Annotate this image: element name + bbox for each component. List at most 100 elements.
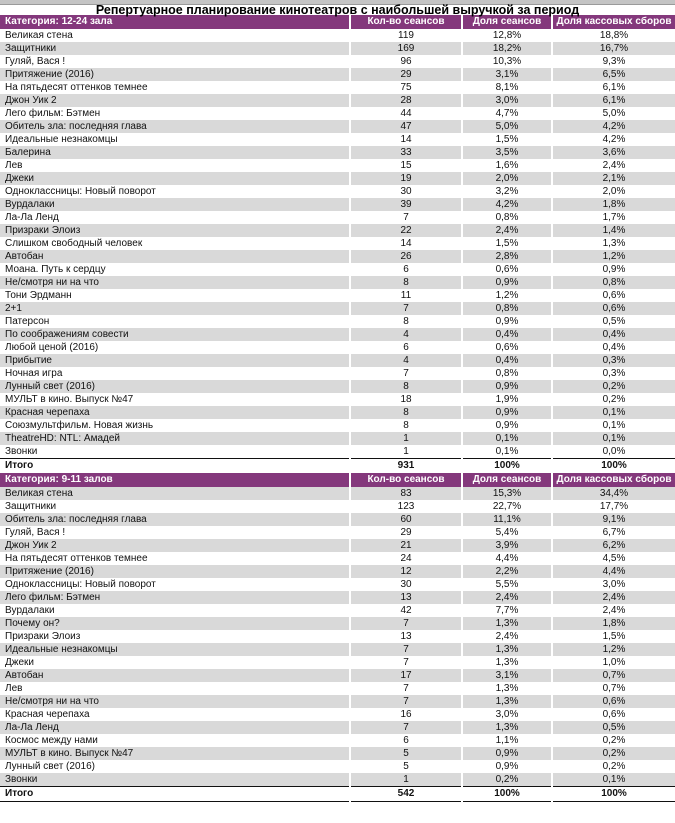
- sessions-share-cell: 12,8%: [461, 29, 552, 42]
- sessions-count-cell: 15: [349, 159, 462, 172]
- report-table: Категория: 12-24 зала Кол-во сеансов Доля …: [0, 15, 675, 802]
- sessions-share-cell: 1,3%: [461, 721, 552, 734]
- column-header-gross-share: Доля кассовых сборов: [551, 473, 675, 487]
- film-title-cell: Гуляй, Вася !: [5, 56, 66, 67]
- page-top-border: [0, 0, 675, 5]
- sessions-share-cell: 4,7%: [461, 107, 552, 120]
- film-row: Слишком свободный человек 14 1,5% 1,3%: [0, 237, 675, 250]
- film-title-cell: 2+1: [0, 302, 350, 315]
- sessions-count-cell: 8: [349, 419, 462, 432]
- gross-share-cell: 0,4%: [551, 341, 675, 354]
- sessions-count-cell: 7: [349, 211, 462, 224]
- sessions-share-cell: 3,1%: [461, 669, 552, 682]
- sessions-share-cell: 1,3%: [461, 617, 552, 630]
- sessions-share-cell: 0,9%: [461, 406, 552, 419]
- film-row: Джеки 19 2,0% 2,1%: [0, 172, 675, 185]
- sessions-share-cell: 3,2%: [461, 185, 552, 198]
- sessions-count-cell: 13: [349, 630, 462, 643]
- sessions-count-cell: 29: [349, 526, 462, 539]
- sessions-count-cell: 123: [349, 500, 462, 513]
- gross-share-cell: 2,4%: [551, 604, 675, 617]
- category-label: Категория: 12-24 зала: [0, 15, 350, 29]
- film-title-cell: Красная черепаха: [5, 709, 90, 720]
- gross-share-cell: 6,5%: [551, 68, 675, 81]
- gross-share-cell: 100%: [551, 786, 675, 802]
- sessions-share-cell: 0,9%: [461, 380, 552, 393]
- sessions-share-cell: 2,8%: [461, 250, 552, 263]
- total-row: Итого 542 100% 100%: [0, 786, 675, 802]
- film-row: МУЛЬТ в кино. Выпуск №47 5 0,9% 0,2%: [0, 747, 675, 760]
- sessions-share-cell: 0,8%: [461, 367, 552, 380]
- film-row: Лего фильм: Бэтмен 44 4,7% 5,0%: [0, 107, 675, 120]
- gross-share-cell: 0,4%: [551, 328, 675, 341]
- film-title-cell: Не/смотря ни на что: [0, 276, 350, 289]
- film-row: Лев 15 1,6% 2,4%: [0, 159, 675, 172]
- gross-share-cell: 0,6%: [551, 289, 675, 302]
- column-header-gross-share: Доля кассовых сборов: [551, 15, 675, 29]
- sessions-share-cell: 1,3%: [461, 656, 552, 669]
- sessions-count-cell: 75: [349, 81, 462, 94]
- film-title-cell: Идеальные незнакомцы: [0, 643, 350, 656]
- sessions-share-cell: 3,1%: [461, 68, 552, 81]
- sessions-count-cell: 21: [349, 539, 462, 552]
- film-title-cell: Не/смотря ни на что: [0, 695, 350, 708]
- film-row: МУЛЬТ в кино. Выпуск №47 18 1,9% 0,2%: [0, 393, 675, 406]
- sessions-count-cell: 47: [349, 120, 462, 133]
- sessions-count-cell: 8: [349, 406, 462, 419]
- film-row: Ла-Ла Ленд 7 0,8% 1,7%: [0, 211, 675, 224]
- sessions-count-cell: 17: [349, 669, 462, 682]
- sessions-share-cell: 1,6%: [461, 159, 552, 172]
- gross-share-cell: 6,1%: [551, 81, 675, 94]
- sessions-count-cell: 7: [349, 617, 462, 630]
- sessions-count-cell: 7: [349, 682, 462, 695]
- sessions-share-cell: 1,3%: [461, 695, 552, 708]
- film-title-cell: Лего фильм: Бэтмен: [5, 108, 101, 119]
- gross-share-cell: 0,7%: [551, 682, 675, 695]
- sessions-count-cell: 7: [349, 656, 462, 669]
- film-title-cell: Красная черепаха: [0, 406, 350, 419]
- sessions-count-cell: 39: [349, 198, 462, 211]
- film-row: Обитель зла: последняя глава 47 5,0% 4,2%: [0, 120, 675, 133]
- sessions-share-cell: 5,5%: [461, 578, 552, 591]
- gross-share-cell: 0,3%: [551, 367, 675, 380]
- film-title-cell: Итого: [0, 458, 350, 473]
- film-row: Притяжение (2016) 12 2,2% 4,4%: [0, 565, 675, 578]
- film-row: Тони Эрдманн 11 1,2% 0,6%: [0, 289, 675, 302]
- sessions-count-cell: 6: [349, 734, 462, 747]
- sessions-count-cell: 16: [349, 708, 462, 721]
- film-row: Идеальные незнакомцы 14 1,5% 4,2%: [0, 133, 675, 146]
- film-title-cell: Защитники: [5, 501, 57, 512]
- sessions-count-cell: 28: [349, 94, 462, 107]
- film-title-cell: Балерина: [0, 146, 350, 159]
- page-title: Репертуарное планирование кинотеатров с …: [95, 3, 580, 17]
- sessions-count-cell: 26: [349, 250, 462, 263]
- gross-share-cell: 9,1%: [551, 513, 675, 526]
- sessions-count-cell: 7: [349, 367, 462, 380]
- sessions-share-cell: 11,1%: [461, 513, 552, 526]
- sessions-share-cell: 2,4%: [461, 591, 552, 604]
- sessions-count-cell: 30: [349, 578, 462, 591]
- sessions-count-cell: 7: [349, 302, 462, 315]
- film-row: Автобан 26 2,8% 1,2%: [0, 250, 675, 263]
- film-title-cell: Вурдалаки: [5, 605, 55, 616]
- sessions-share-cell: 0,1%: [461, 432, 552, 445]
- film-row: TheatreHD: NTL: Амадей 1 0,1% 0,1%: [0, 432, 675, 445]
- gross-share-cell: 0,6%: [551, 695, 675, 708]
- gross-share-cell: 2,1%: [551, 172, 675, 185]
- film-row: Одноклассницы: Новый поворот 30 5,5% 3,0%: [0, 578, 675, 591]
- sessions-count-cell: 60: [349, 513, 462, 526]
- gross-share-cell: 1,8%: [551, 198, 675, 211]
- sessions-count-cell: 1: [349, 445, 462, 459]
- gross-share-cell: 4,2%: [551, 120, 675, 133]
- sessions-share-cell: 3,0%: [461, 94, 552, 107]
- sessions-share-cell: 4,4%: [461, 552, 552, 565]
- sessions-count-cell: 30: [349, 185, 462, 198]
- film-row: Призраки Элоиз 22 2,4% 1,4%: [0, 224, 675, 237]
- gross-share-cell: 2,4%: [551, 591, 675, 604]
- gross-share-cell: 0,2%: [551, 747, 675, 760]
- sessions-share-cell: 3,5%: [461, 146, 552, 159]
- sessions-count-cell: 119: [349, 29, 462, 42]
- sessions-share-cell: 10,3%: [461, 55, 552, 68]
- gross-share-cell: 0,1%: [551, 773, 675, 787]
- sessions-share-cell: 5,0%: [461, 120, 552, 133]
